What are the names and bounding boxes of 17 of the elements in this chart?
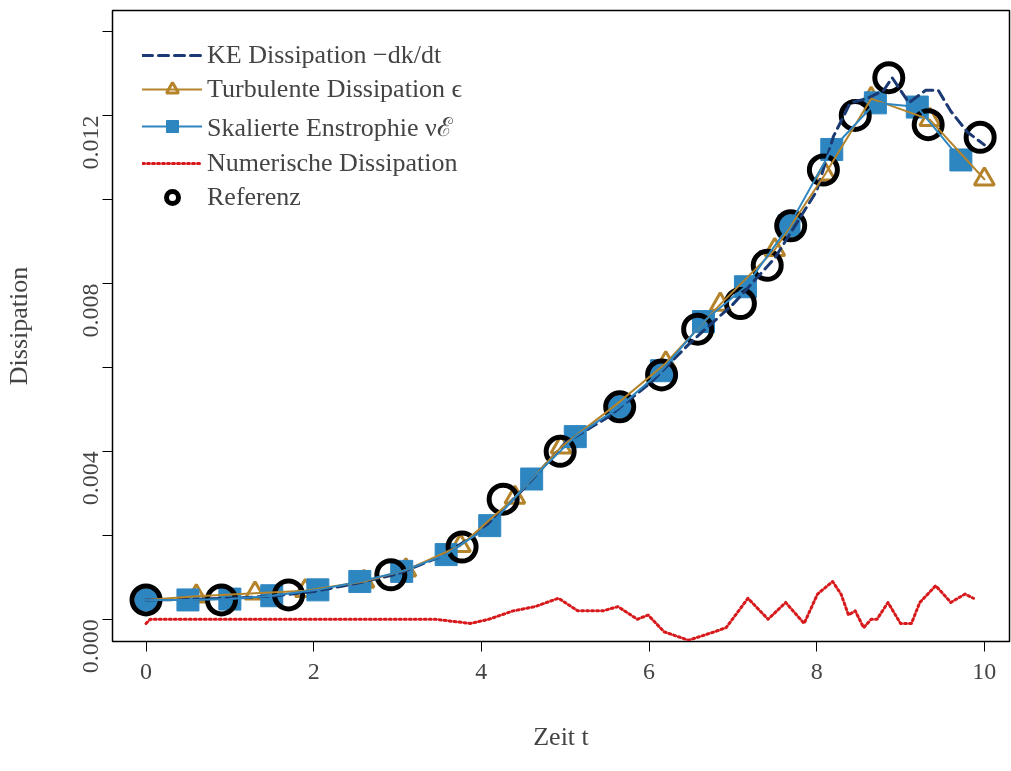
y-tick-label: 0.008 [77,283,103,338]
x-tick-label: 10 [972,657,997,684]
legend-label: Numerische Dissipation [207,148,458,178]
x-tick-label: 0 [140,657,153,684]
legend-label: Turbulente Dissipation ϵ [207,74,463,104]
x-axis-title: Zeit t [533,721,590,751]
legend-label: KE Dissipation −dk/dt [207,40,442,70]
y-tick-label: 0.012 [77,115,103,170]
y-tick-label: 0.004 [77,451,103,506]
x-tick-label: 2 [307,657,320,684]
x-tick-label: 4 [475,657,488,684]
legend-label: Referenz [207,182,301,212]
x-tick-label: 6 [643,657,656,684]
legend-label: Skalierte Enstrophie νℰ [207,112,453,144]
y-tick-label: 0.000 [77,619,103,674]
x-tick-label: 8 [810,657,823,684]
y-axis-title: Dissipation [3,266,33,386]
